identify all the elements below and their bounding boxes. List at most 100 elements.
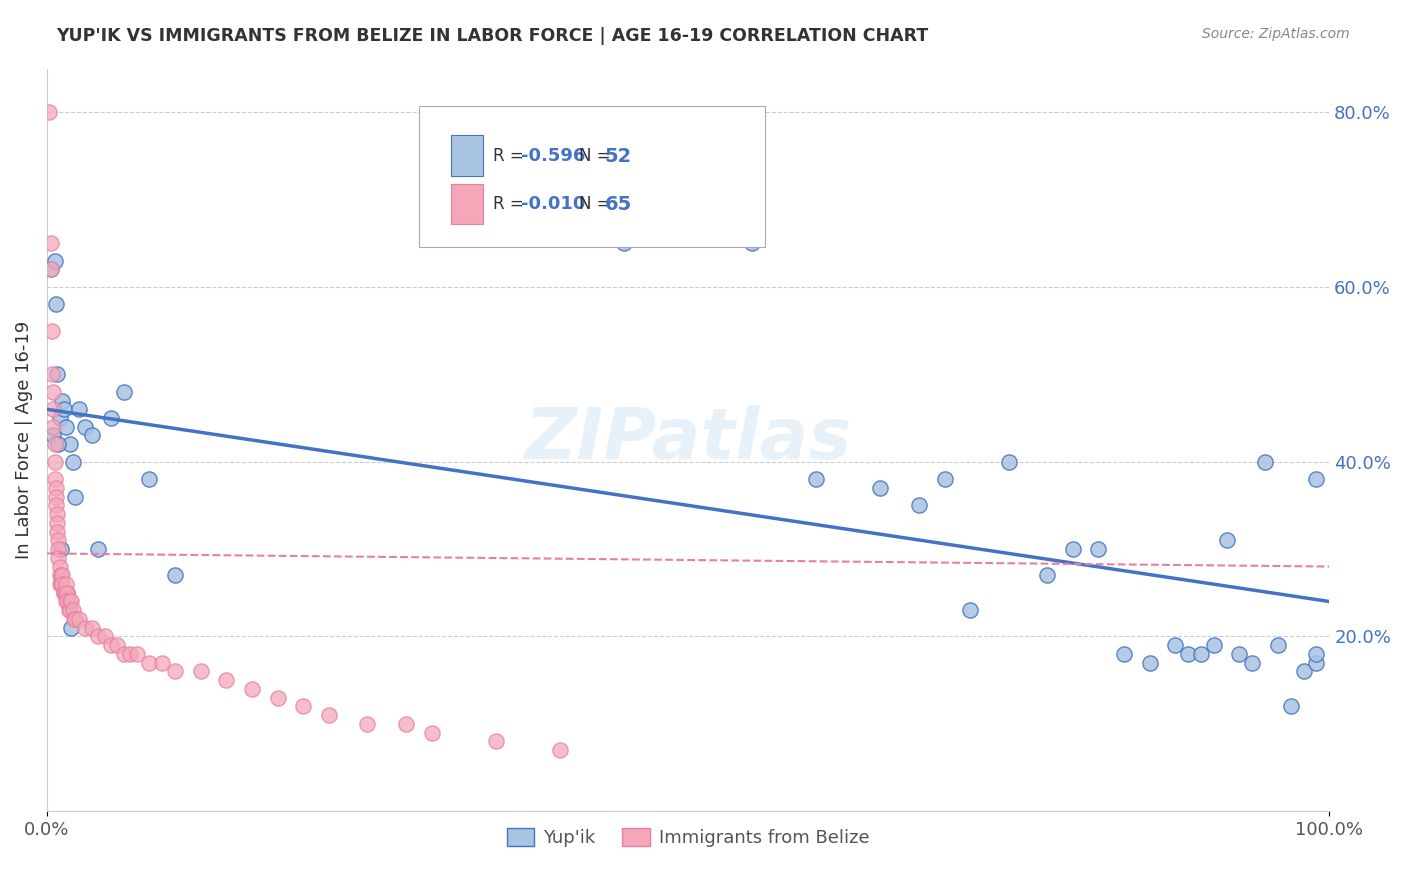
Point — [120, 647, 142, 661]
Text: -0.010: -0.010 — [522, 195, 586, 213]
Point — [52, 586, 75, 600]
Point — [87, 630, 110, 644]
Point — [87, 542, 110, 557]
Point — [93, 630, 115, 644]
Point — [45, 499, 67, 513]
Point — [48, 411, 70, 425]
Point — [41, 324, 63, 338]
FancyBboxPatch shape — [419, 105, 765, 247]
Point — [59, 594, 82, 608]
Point — [125, 647, 148, 661]
Text: R =: R = — [494, 195, 529, 213]
Text: N =: N = — [579, 147, 616, 165]
Point — [51, 393, 73, 408]
Point — [107, 638, 129, 652]
Point — [1279, 699, 1302, 714]
Point — [1305, 472, 1327, 486]
Point — [42, 384, 65, 399]
Point — [1241, 656, 1264, 670]
Point — [46, 524, 69, 539]
Point — [67, 612, 90, 626]
Point — [75, 621, 97, 635]
Text: 65: 65 — [605, 195, 631, 214]
Point — [48, 542, 70, 557]
Text: Source: ZipAtlas.com: Source: ZipAtlas.com — [1202, 27, 1350, 41]
Legend: Yup'ik, Immigrants from Belize: Yup'ik, Immigrants from Belize — [499, 821, 876, 855]
Point — [356, 716, 378, 731]
Bar — [451, 184, 482, 225]
Point — [42, 428, 65, 442]
Point — [80, 428, 103, 442]
Point — [240, 681, 263, 696]
Point — [420, 725, 443, 739]
Point — [1267, 638, 1289, 652]
Point — [1062, 542, 1084, 557]
Point — [1087, 542, 1109, 557]
Point — [46, 516, 69, 530]
Point — [75, 419, 97, 434]
Point — [150, 656, 173, 670]
Point — [39, 262, 62, 277]
Point — [45, 490, 67, 504]
Point — [1036, 568, 1059, 582]
Point — [62, 603, 84, 617]
Point — [44, 437, 66, 451]
Point — [100, 411, 122, 425]
Point — [48, 533, 70, 548]
Point — [267, 690, 290, 705]
Point — [44, 455, 66, 469]
Point — [548, 743, 571, 757]
Point — [1164, 638, 1187, 652]
Point — [1112, 647, 1135, 661]
Point — [959, 603, 981, 617]
Point — [190, 665, 212, 679]
Point — [56, 586, 79, 600]
Point — [55, 594, 77, 608]
Text: YUP'IK VS IMMIGRANTS FROM BELIZE IN LABOR FORCE | AGE 16-19 CORRELATION CHART: YUP'IK VS IMMIGRANTS FROM BELIZE IN LABO… — [56, 27, 928, 45]
Point — [1177, 647, 1199, 661]
Point — [49, 542, 72, 557]
Point — [318, 708, 340, 723]
Point — [1202, 638, 1225, 652]
Point — [45, 297, 67, 311]
Point — [60, 621, 83, 635]
Point — [869, 481, 891, 495]
Point — [55, 577, 77, 591]
Point — [42, 402, 65, 417]
Point — [49, 568, 72, 582]
Point — [63, 612, 86, 626]
Point — [59, 437, 82, 451]
Point — [292, 699, 315, 714]
Point — [613, 236, 636, 251]
Y-axis label: In Labor Force | Age 16-19: In Labor Force | Age 16-19 — [15, 321, 32, 559]
Point — [59, 603, 82, 617]
Point — [45, 481, 67, 495]
Point — [1229, 647, 1251, 661]
Point — [485, 734, 508, 748]
Point — [51, 577, 73, 591]
Point — [908, 499, 931, 513]
Point — [806, 472, 828, 486]
Point — [48, 568, 70, 582]
Point — [67, 402, 90, 417]
Point — [100, 638, 122, 652]
Text: -0.596: -0.596 — [522, 147, 586, 165]
Point — [1189, 647, 1212, 661]
Point — [1139, 656, 1161, 670]
Point — [80, 621, 103, 635]
Point — [51, 568, 73, 582]
Point — [165, 665, 187, 679]
Text: R =: R = — [494, 147, 529, 165]
Point — [1292, 665, 1315, 679]
Point — [62, 455, 84, 469]
Point — [112, 384, 135, 399]
Point — [58, 603, 80, 617]
Point — [1215, 533, 1237, 548]
Point — [52, 402, 75, 417]
Point — [63, 490, 86, 504]
Point — [53, 586, 76, 600]
Point — [56, 586, 79, 600]
Point — [934, 472, 956, 486]
Point — [38, 105, 60, 120]
Point — [52, 586, 75, 600]
